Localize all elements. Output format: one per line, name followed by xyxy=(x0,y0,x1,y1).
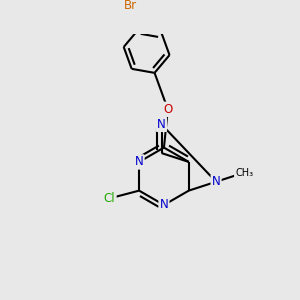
Text: N: N xyxy=(212,175,220,188)
Text: N: N xyxy=(157,118,166,131)
Text: N: N xyxy=(135,155,143,168)
Text: CH₃: CH₃ xyxy=(235,168,253,178)
Text: Br: Br xyxy=(124,0,137,12)
Text: Cl: Cl xyxy=(104,192,116,205)
Text: N: N xyxy=(160,199,168,212)
Text: O: O xyxy=(163,103,172,116)
